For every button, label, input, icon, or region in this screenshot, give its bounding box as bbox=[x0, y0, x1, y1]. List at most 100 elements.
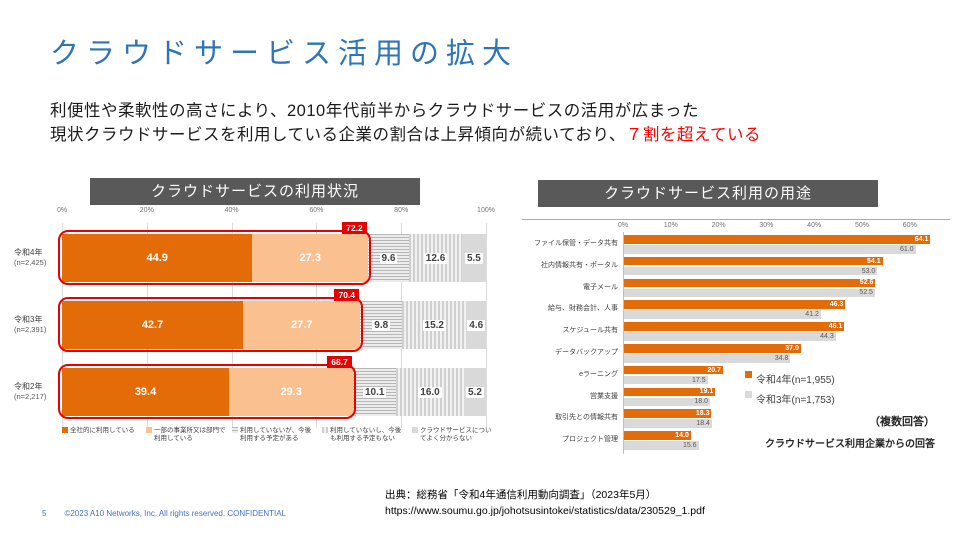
legend-item: 一部の事業所又は部門で利用している bbox=[146, 427, 228, 443]
bar-value: 46.3 bbox=[829, 301, 844, 309]
bar-reiwa3: 53.0 bbox=[624, 266, 878, 276]
segment-value: 9.8 bbox=[372, 319, 391, 331]
page-title: クラウドサービス活用の拡大 bbox=[50, 38, 519, 70]
bar-reiwa3: 44.3 bbox=[624, 332, 836, 341]
bar-segment: 15.2 bbox=[402, 301, 467, 349]
x-tick-label: 0% bbox=[617, 222, 629, 229]
bar-reiwa3: 15.6 bbox=[624, 441, 699, 450]
bar-segment: 29.3 bbox=[229, 368, 354, 416]
bar-reiwa4: 46.1 bbox=[624, 322, 845, 331]
row-label-n: (n=2,391) bbox=[14, 325, 47, 334]
legend-label: 利用していないし、今後も利用する予定もない bbox=[330, 427, 402, 442]
legend-swatch bbox=[745, 371, 752, 378]
source-citation: 出典：総務省「令和4年通信利用動向調査」（2023年5月） https://ww… bbox=[385, 487, 705, 519]
total-value-badge: 68.7 bbox=[327, 356, 352, 368]
bar-value: 14.0 bbox=[675, 431, 689, 439]
bar-segment: 27.7 bbox=[243, 301, 361, 349]
total-value-badge: 70.4 bbox=[334, 289, 360, 301]
bar-row-label: 令和2年 (n=2,217) bbox=[14, 382, 60, 402]
x-tick-label: 60% bbox=[902, 222, 917, 229]
bar-reiwa3: 18.4 bbox=[624, 419, 712, 428]
x-tick-label: 40% bbox=[224, 207, 239, 214]
bar-row-label: 令和3年 (n=2,391) bbox=[14, 315, 60, 335]
chart-usage-purpose-title: クラウドサービス利用の用途 bbox=[538, 180, 878, 207]
category-label: 取引先との情報共有 bbox=[555, 414, 618, 422]
row-label-n: (n=2,217) bbox=[14, 392, 47, 401]
bar-reiwa4: 64.1 bbox=[624, 235, 931, 244]
bar-segment: 9.8 bbox=[360, 301, 403, 349]
segment-value: 4.6 bbox=[467, 319, 486, 331]
legend-item: 利用していないが、今後利用する予定がある bbox=[232, 427, 314, 443]
bar-reiwa4: 19.1 bbox=[624, 387, 716, 397]
bar-reiwa3: 34.8 bbox=[624, 354, 791, 363]
segment-value: 5.2 bbox=[466, 386, 484, 398]
x-tick-label: 40% bbox=[807, 222, 822, 229]
chart-usage-status-title: クラウドサービスの利用状況 bbox=[90, 178, 420, 205]
bar-value: 18.0 bbox=[694, 398, 709, 406]
bar-value: 54.1 bbox=[866, 257, 881, 265]
bar-reiwa3: 41.2 bbox=[624, 310, 821, 319]
legend-label: 一部の事業所又は部門で利用している bbox=[154, 427, 226, 442]
segment-value: 29.3 bbox=[280, 386, 302, 398]
bar-segment: 44.9 bbox=[62, 234, 253, 282]
subtitle-line1: 利便性や柔軟性の高さにより、2010年代前半からクラウドサービスの活用が広まった bbox=[50, 102, 700, 120]
bar-value: 52.6 bbox=[859, 279, 874, 287]
bar-value: 53.0 bbox=[861, 267, 876, 275]
row-label-year: 令和3年 bbox=[14, 315, 43, 324]
bar-reiwa4: 20.7 bbox=[624, 365, 723, 375]
segment-value: 15.2 bbox=[422, 319, 446, 331]
bar-value: 44.3 bbox=[820, 332, 834, 340]
x-tick-label: 30% bbox=[759, 222, 774, 229]
bar-reiwa4: 14.0 bbox=[624, 431, 691, 440]
bar-value: 18.3 bbox=[695, 410, 710, 418]
segment-value: 12.6 bbox=[423, 252, 448, 264]
respondents-note: クラウドサービス利用企業からの回答 bbox=[765, 439, 935, 450]
bar-value: 64.1 bbox=[914, 235, 929, 243]
subtitle: 利便性や柔軟性の高さにより、2010年代前半からクラウドサービスの活用が広まった… bbox=[50, 99, 761, 147]
bar-value: 37.0 bbox=[785, 344, 799, 352]
category-label: ファイル保管・データ共有 bbox=[534, 240, 618, 247]
bar-reiwa4: 54.1 bbox=[624, 256, 883, 266]
highlight-outline bbox=[58, 364, 357, 419]
bar-value: 18.4 bbox=[696, 420, 710, 428]
subtitle-highlight: ７割を超えている bbox=[625, 126, 762, 144]
category-label: プロジェクト管理 bbox=[562, 436, 618, 444]
gridline bbox=[486, 223, 487, 428]
segment-value: 16.0 bbox=[418, 386, 442, 398]
source-url: https://www.soumu.go.jp/johotsusintokei/… bbox=[385, 505, 705, 517]
subtitle-line2: 現状クラウドサービスを利用している企業の割合は上昇傾向が続いており、７割を超えて… bbox=[50, 126, 762, 144]
bar-reiwa3: 17.5 bbox=[624, 375, 708, 385]
bar-segment: 10.1 bbox=[353, 368, 397, 416]
legend-swatch bbox=[146, 427, 152, 433]
chart-usage-purpose: クラウドサービス利用の用途 0% 10% 20% 30% 40% 50% 60% ファイル保管… bbox=[510, 175, 960, 475]
row-label-n: (n=2,425) bbox=[14, 258, 47, 267]
legend-item: 利用していないし、今後も利用する予定もない bbox=[322, 427, 404, 443]
bar-reiwa4: 18.3 bbox=[624, 409, 712, 418]
bar-reiwa3: 61.0 bbox=[624, 245, 916, 254]
category-label: 社内情報共有・ポータル bbox=[541, 261, 618, 269]
legend-swatch bbox=[412, 427, 418, 433]
bar-segment: 16.0 bbox=[396, 368, 464, 416]
category-label: 営業支援 bbox=[590, 392, 618, 400]
legend-swatch bbox=[232, 427, 238, 433]
bar-reiwa3: 52.5 bbox=[624, 288, 875, 298]
legend-label: クラウドサービスについてよく分からない bbox=[420, 427, 492, 442]
bar-reiwa4: 37.0 bbox=[624, 344, 801, 353]
x-tick-label: 80% bbox=[394, 207, 409, 214]
bar-segment: 12.6 bbox=[408, 234, 463, 282]
bar-segment: 39.4 bbox=[62, 368, 230, 416]
segment-value: 5.5 bbox=[464, 252, 483, 264]
segment-value: 27.7 bbox=[291, 319, 313, 331]
segment-value: 10.1 bbox=[362, 386, 387, 398]
footer: 5 ©2023 A10 Networks, Inc. All rights res… bbox=[42, 509, 286, 518]
legend-item: 令和3年(n=1,753) bbox=[745, 391, 835, 406]
total-value-badge: 72.2 bbox=[342, 222, 367, 234]
segment-value: 42.7 bbox=[141, 319, 164, 331]
row-label-year: 令和2年 bbox=[14, 382, 43, 391]
copyright-text: ©2023 A10 Networks, Inc. All rights rese… bbox=[64, 509, 286, 518]
x-tick-label: 10% bbox=[663, 222, 678, 229]
segment-value: 27.3 bbox=[299, 252, 321, 264]
chart-usage-status: クラウドサービスの利用状況 0% 20% 40% 60% 80% 100% 令和4年 (n=2… bbox=[0, 175, 510, 475]
x-tick-label: 20% bbox=[711, 222, 726, 229]
